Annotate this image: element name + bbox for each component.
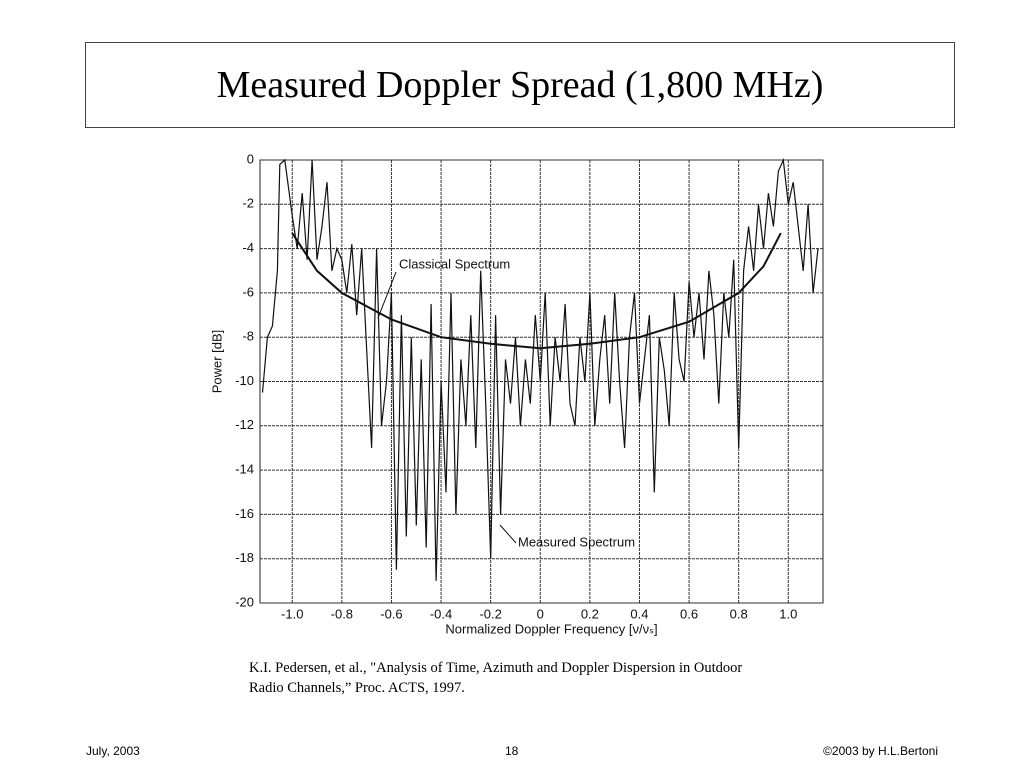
y-tick-label: -10 bbox=[235, 373, 254, 388]
annotation-leader bbox=[499, 524, 517, 544]
footer-date: July, 2003 bbox=[86, 744, 140, 758]
x-tick-label: 1.0 bbox=[779, 606, 797, 621]
citation-line: K.I. Pedersen, et al., "Analysis of Time… bbox=[249, 660, 743, 676]
footer-copyright: ©2003 by H.L.Bertoni bbox=[823, 744, 938, 758]
slide-title: Measured Doppler Spread (1,800 MHz) bbox=[85, 42, 955, 128]
x-tick-label: -0.6 bbox=[380, 606, 402, 621]
x-tick-label: -0.4 bbox=[430, 606, 452, 621]
annotation-leader bbox=[377, 271, 397, 319]
x-tick-label: 0.2 bbox=[581, 606, 599, 621]
citation: K.I. Pedersen, et al., "Analysis of Time… bbox=[249, 658, 742, 698]
y-tick-label: -12 bbox=[235, 417, 254, 432]
y-tick-label: 0 bbox=[247, 151, 254, 166]
x-tick-label: 0.8 bbox=[730, 606, 748, 621]
data-line bbox=[261, 157, 819, 581]
y-tick-label: -4 bbox=[242, 240, 254, 255]
y-tick-label: -20 bbox=[235, 594, 254, 609]
page-number: 18 bbox=[505, 744, 519, 758]
y-tick-label: -8 bbox=[242, 329, 254, 344]
x-tick-label: 0.4 bbox=[630, 606, 648, 621]
y-tick-label: -18 bbox=[235, 550, 254, 565]
x-axis-label: Normalized Doppler Frequency [ν/νₛ] bbox=[445, 621, 657, 636]
y-tick-label: -14 bbox=[235, 462, 254, 477]
y-tick-label: -2 bbox=[242, 196, 254, 211]
citation-line: Radio Channels,” Proc. ACTS, 1997. bbox=[249, 680, 465, 696]
annotation: Classical Spectrum bbox=[399, 256, 510, 271]
y-tick-label: -16 bbox=[235, 506, 254, 521]
x-tick-label: -0.8 bbox=[331, 606, 353, 621]
data-line bbox=[291, 232, 782, 350]
x-tick-label: -0.2 bbox=[479, 606, 501, 621]
annotation: Measured Spectrum bbox=[518, 534, 635, 549]
y-axis-label: Power [dB] bbox=[209, 330, 224, 394]
x-tick-label: 0.6 bbox=[680, 606, 698, 621]
x-tick-label: 0 bbox=[537, 606, 544, 621]
y-tick-label: -6 bbox=[242, 284, 254, 299]
x-tick-label: -1.0 bbox=[281, 606, 303, 621]
